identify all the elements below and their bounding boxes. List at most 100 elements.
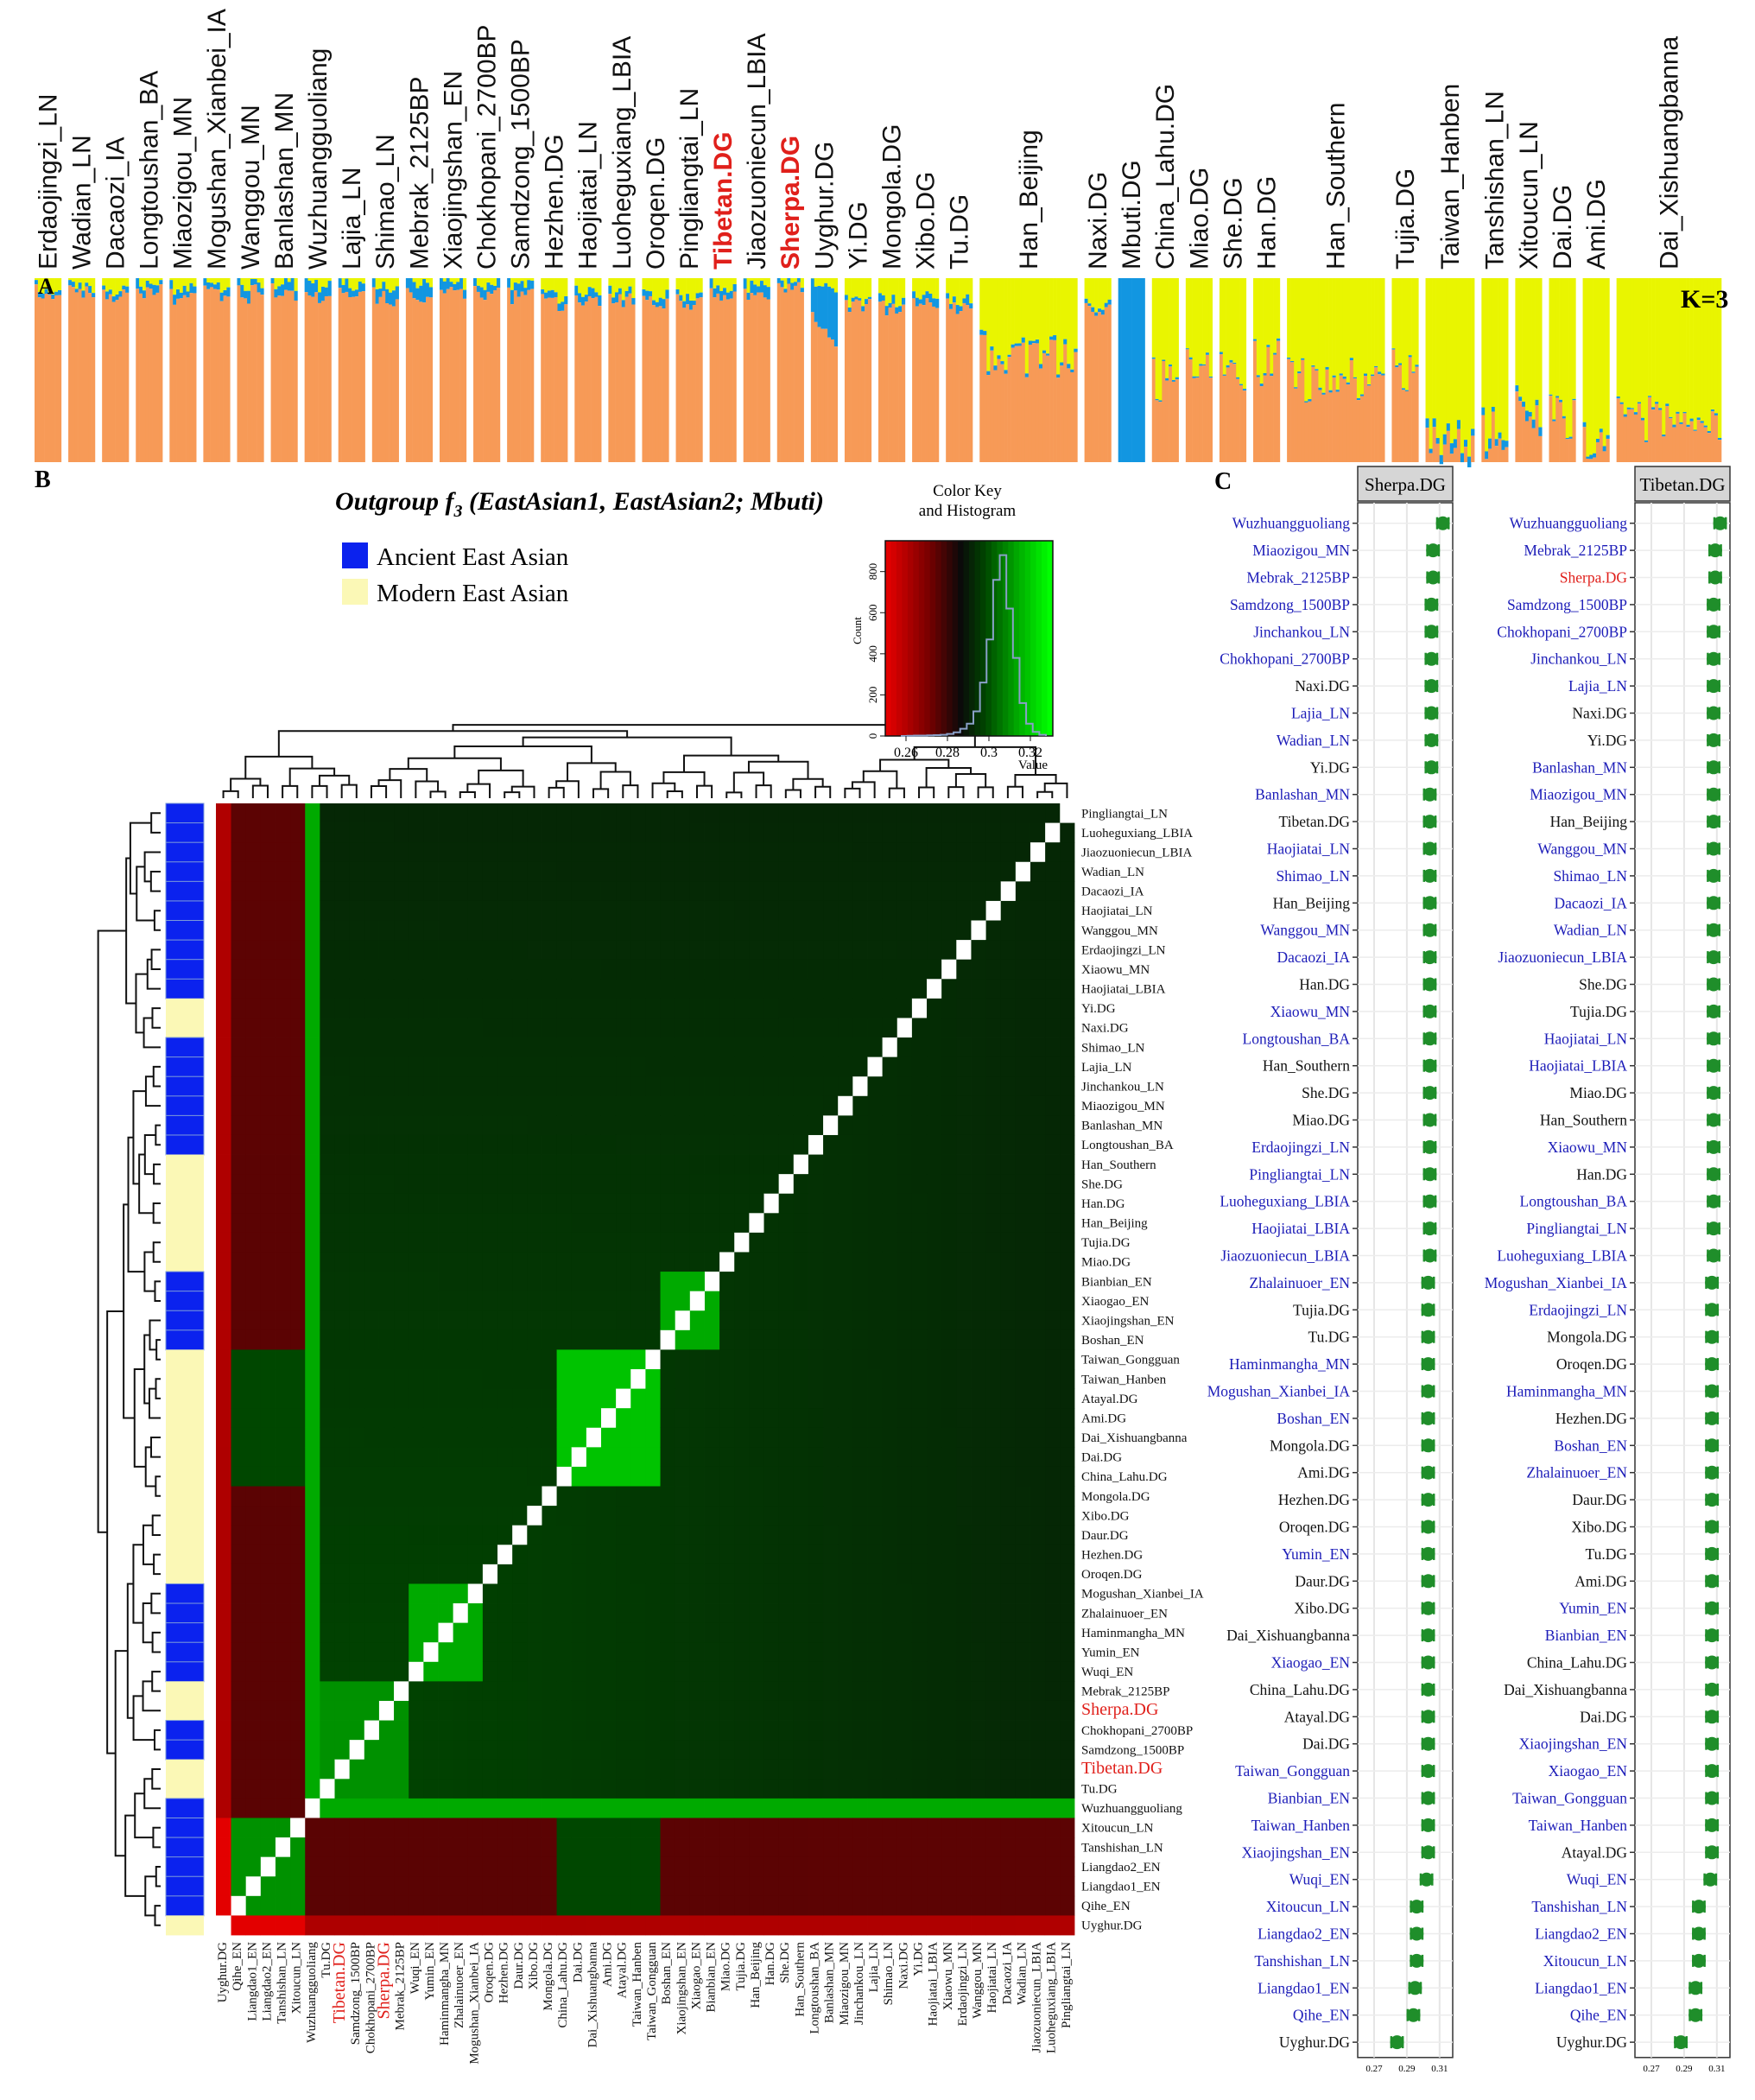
heatmap-cell	[1044, 1193, 1061, 1214]
heatmap-cell	[911, 1095, 928, 1116]
heatmap-cell	[378, 1115, 395, 1136]
heatmap-cell	[763, 1915, 779, 1936]
heatmap-cell	[897, 842, 912, 863]
heatmap-cell	[689, 881, 705, 902]
heatmap-cell	[1000, 803, 1016, 823]
heatmap-cell	[260, 1369, 276, 1389]
heatmap-cell	[408, 1506, 424, 1526]
heatmap-cell	[600, 1895, 617, 1916]
heatmap-cell	[615, 1037, 631, 1058]
color-key-y-tick-label: 800	[866, 563, 879, 581]
heatmap-cell	[1044, 861, 1061, 882]
heatmap-cell	[245, 1193, 261, 1214]
heatmap-cell	[393, 1740, 409, 1761]
heatmap-cell	[304, 940, 320, 961]
heatmap-cell	[971, 1876, 986, 1897]
heatmap-cell	[245, 1837, 261, 1858]
heatmap-cell	[364, 1134, 379, 1155]
heatmap-cell	[645, 1252, 661, 1272]
heatmap-cell	[985, 1818, 1001, 1838]
heatmap-cell	[689, 1837, 705, 1858]
heatmap-cell	[1000, 1915, 1016, 1936]
heatmap-cell	[645, 1056, 661, 1077]
heatmap-cell	[955, 1486, 972, 1507]
heatmap-cell	[260, 822, 276, 843]
heatmap-cell	[911, 1232, 928, 1253]
heatmap-cell	[393, 998, 409, 1018]
heatmap-cell	[393, 1310, 409, 1331]
heatmap-cell	[897, 900, 912, 921]
heatmap-cell	[882, 1174, 897, 1195]
heatmap-cell	[630, 1661, 646, 1682]
heatmap-cell	[275, 900, 291, 921]
heatmap-cell	[497, 959, 513, 980]
heatmap-row-labels: Pingliangtai_LNLuoheguxiang_LBIAJiaozuon…	[1081, 807, 1204, 1932]
heatmap-cell	[763, 1193, 779, 1214]
heatmap-cell	[733, 842, 750, 863]
heatmap-cell	[911, 1642, 928, 1663]
heatmap-cell	[985, 1447, 1001, 1468]
heatmap-cell	[660, 1818, 675, 1838]
heatmap-cell	[467, 1408, 483, 1429]
heatmap-cell	[334, 1622, 350, 1643]
heatmap-cell	[926, 1895, 942, 1916]
heatmap-cell	[497, 1134, 513, 1155]
f3-row-label: Banlashan_MN	[1532, 758, 1627, 776]
f3-point	[1424, 760, 1439, 775]
heatmap-cell	[231, 822, 246, 843]
heatmap-cell	[438, 1583, 453, 1604]
heatmap-cell	[453, 1740, 468, 1761]
heatmap-cell	[526, 1642, 542, 1663]
heatmap-column-label: China_Lahu.DG	[556, 1942, 570, 2028]
heatmap-cell	[852, 1018, 868, 1038]
heatmap-cell	[867, 1681, 883, 1702]
heatmap-cell	[852, 1818, 868, 1838]
heatmap-cell	[511, 1720, 528, 1741]
heatmap-cell	[422, 1681, 439, 1702]
heatmap-cell	[453, 1134, 468, 1155]
heatmap-cell	[542, 1915, 557, 1936]
heatmap-cell	[793, 1134, 808, 1155]
heatmap-cell	[453, 1700, 468, 1721]
heatmap-cell	[304, 1056, 320, 1077]
heatmap-cell	[1030, 1329, 1046, 1350]
heatmap-cell	[926, 803, 942, 823]
admixture-label: She.DG	[1219, 177, 1247, 270]
heatmap-cell	[511, 1506, 528, 1526]
heatmap-column-label: Luoheguxiang_LBIA	[1045, 1942, 1059, 2053]
heatmap-cell	[955, 1174, 972, 1195]
admixture-group	[304, 278, 332, 462]
dendrogram-branch	[755, 784, 772, 798]
f3-panels: Sherpa.DG0.27 0.29 0.31WuzhuangguoliangMia…	[1207, 466, 1731, 2074]
heatmap-cell	[689, 1759, 705, 1780]
heatmap-cell	[882, 1661, 897, 1682]
heatmap-cell	[763, 1252, 779, 1272]
heatmap-cell	[793, 1388, 808, 1409]
heatmap-cell	[482, 1193, 498, 1214]
f3-row-label: Longtoushan_BA	[1520, 1193, 1628, 1210]
heatmap-cell	[822, 1779, 839, 1799]
heatmap-cell	[675, 1349, 690, 1370]
heatmap-cell	[1015, 1154, 1030, 1175]
heatmap-cell	[778, 979, 794, 999]
heatmap-cell	[511, 1759, 528, 1780]
heatmap-cell	[422, 1740, 439, 1761]
dendrogram-branch	[151, 1007, 161, 1029]
heatmap-cell	[349, 1661, 364, 1682]
heatmap-cell	[748, 1018, 764, 1038]
heatmap-cell	[615, 822, 631, 843]
admixture-group	[979, 278, 1078, 462]
heatmap-cell	[349, 1915, 364, 1936]
heatmap-cell	[704, 998, 720, 1018]
heatmap-cell	[216, 1466, 231, 1487]
heatmap-cell	[393, 1056, 409, 1077]
heatmap-cell	[941, 940, 957, 961]
heatmap-cell	[852, 1154, 868, 1175]
heatmap-cell	[882, 1272, 897, 1292]
heatmap-cell	[231, 1466, 246, 1487]
heatmap-cell	[911, 1759, 928, 1780]
heatmap-cell	[422, 1700, 439, 1721]
heatmap-cell	[467, 1369, 483, 1389]
heatmap-cell	[1015, 1837, 1030, 1858]
heatmap-cell	[660, 1272, 675, 1292]
